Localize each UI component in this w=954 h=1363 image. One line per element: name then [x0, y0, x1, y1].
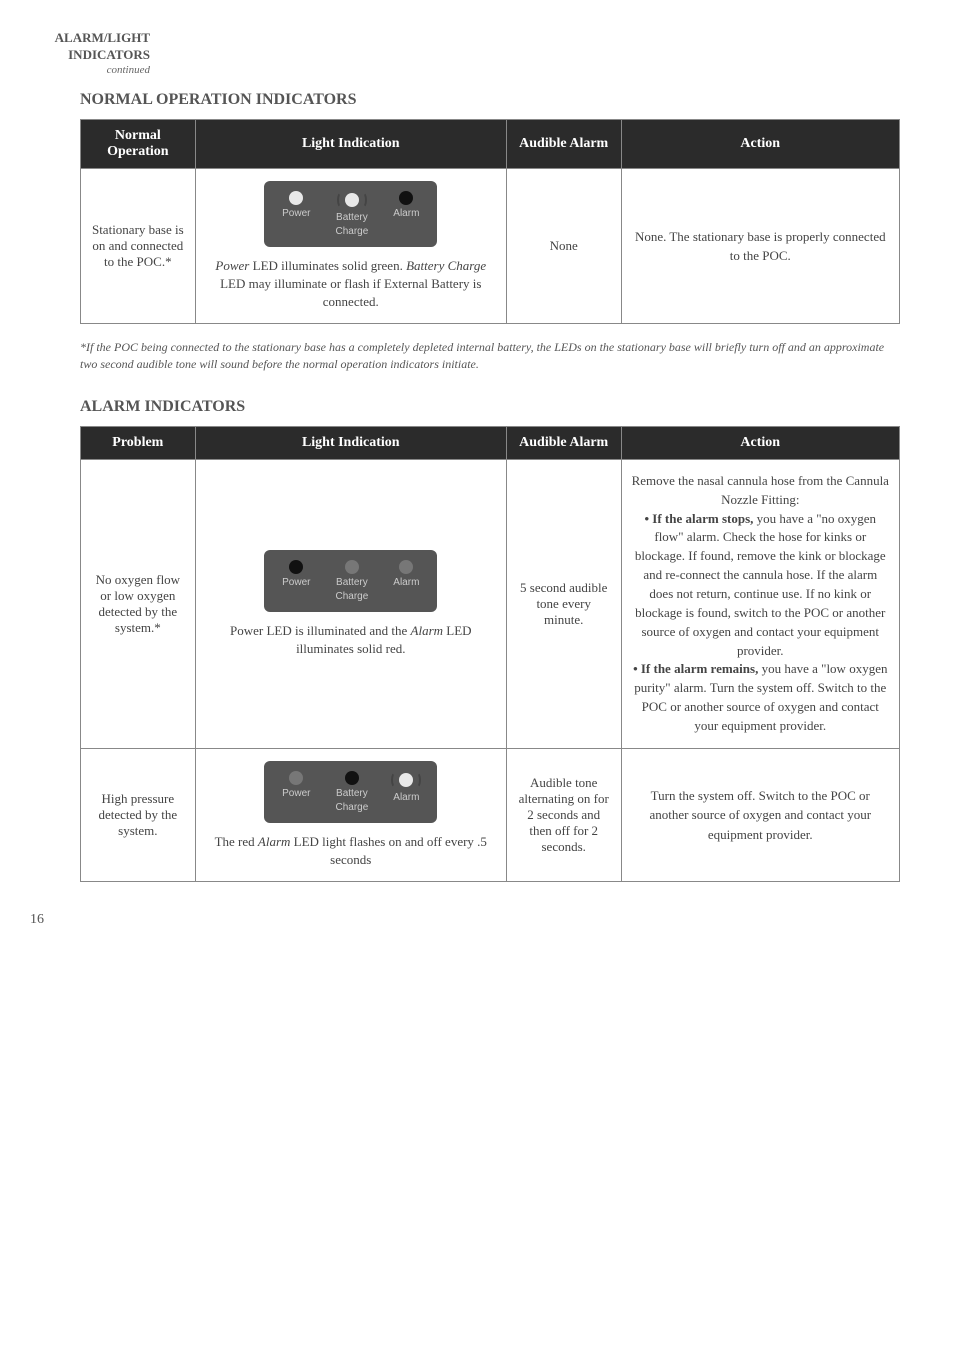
power-led: Power	[282, 560, 310, 588]
problem-cell: No oxygen flow or low oxygen detected by…	[81, 459, 196, 748]
audible-cell: 5 second audible tone every minute.	[506, 459, 621, 748]
led-indicator-icon	[289, 191, 303, 205]
light-description: The red Alarm LED light flashes on and o…	[206, 833, 496, 869]
normal-operation-table: Normal Operation Light Indication Audibl…	[80, 119, 900, 325]
light-cell: Power Battery Charge Alarm	[195, 168, 506, 324]
alarm-led: Alarm	[393, 771, 419, 803]
col-header: Light Indication	[195, 119, 506, 168]
battery-led: Battery Charge	[335, 191, 368, 237]
power-led: Power	[282, 771, 310, 799]
alarm-indicators-table: Problem Light Indication Audible Alarm A…	[80, 426, 900, 882]
led-indicator-icon	[393, 771, 419, 789]
section1-heading: NORMAL OPERATION INDICATORS	[80, 91, 904, 109]
led-indicator-icon	[345, 771, 359, 785]
col-header: Light Indication	[195, 426, 506, 459]
led-indicator-icon	[289, 560, 303, 574]
light-description: Power LED is illuminated and the Alarm L…	[206, 622, 496, 658]
table-row: No oxygen flow or low oxygen detected by…	[81, 459, 900, 748]
light-cell: Power Battery Charge Alarm	[195, 748, 506, 881]
action-cell: Turn the system off. Switch to the POC o…	[621, 748, 899, 881]
led-indicator-icon	[345, 560, 359, 574]
page-header: ALARM/LIGHT INDICATORS continued	[20, 30, 904, 76]
section2-heading: ALARM INDICATORS	[80, 398, 904, 416]
led-panel: Power Battery Charge Alarm	[264, 550, 437, 612]
led-indicator-icon	[399, 560, 413, 574]
header-continued: continued	[20, 64, 150, 76]
audible-cell: None	[506, 168, 621, 324]
led-panel: Power Battery Charge Alarm	[264, 181, 437, 247]
power-led: Power	[282, 191, 310, 219]
light-cell: Power Battery Charge Alarm Power LED is …	[195, 459, 506, 748]
col-header: Action	[621, 119, 899, 168]
header-title-2: INDICATORS	[20, 47, 150, 64]
audible-cell: Audible tone alternating on for 2 second…	[506, 748, 621, 881]
alarm-led: Alarm	[393, 560, 419, 588]
col-header: Audible Alarm	[506, 426, 621, 459]
header-title-1: ALARM/LIGHT	[20, 30, 150, 47]
section1-footnote: *If the POC being connected to the stati…	[80, 339, 904, 373]
battery-led: Battery Charge	[335, 560, 368, 602]
led-panel: Power Battery Charge Alarm	[264, 761, 437, 823]
col-header: Audible Alarm	[506, 119, 621, 168]
led-indicator-icon	[289, 771, 303, 785]
action-cell: None. The stationary base is properly co…	[621, 168, 899, 324]
table-row: Stationary base is on and connected to t…	[81, 168, 900, 324]
battery-led: Battery Charge	[335, 771, 368, 813]
col-header: Action	[621, 426, 899, 459]
problem-cell: High pressure detected by the system.	[81, 748, 196, 881]
action-cell: Remove the nasal cannula hose from the C…	[621, 459, 899, 748]
col-header: Normal Operation	[81, 119, 196, 168]
table-row: High pressure detected by the system. Po…	[81, 748, 900, 881]
col-header: Problem	[81, 426, 196, 459]
light-description: Power LED illuminates solid green. Batte…	[206, 257, 496, 312]
alarm-led: Alarm	[393, 191, 419, 219]
operation-cell: Stationary base is on and connected to t…	[81, 168, 196, 324]
page-number: 16	[30, 912, 904, 928]
led-indicator-icon	[339, 191, 365, 209]
led-indicator-icon	[399, 191, 413, 205]
